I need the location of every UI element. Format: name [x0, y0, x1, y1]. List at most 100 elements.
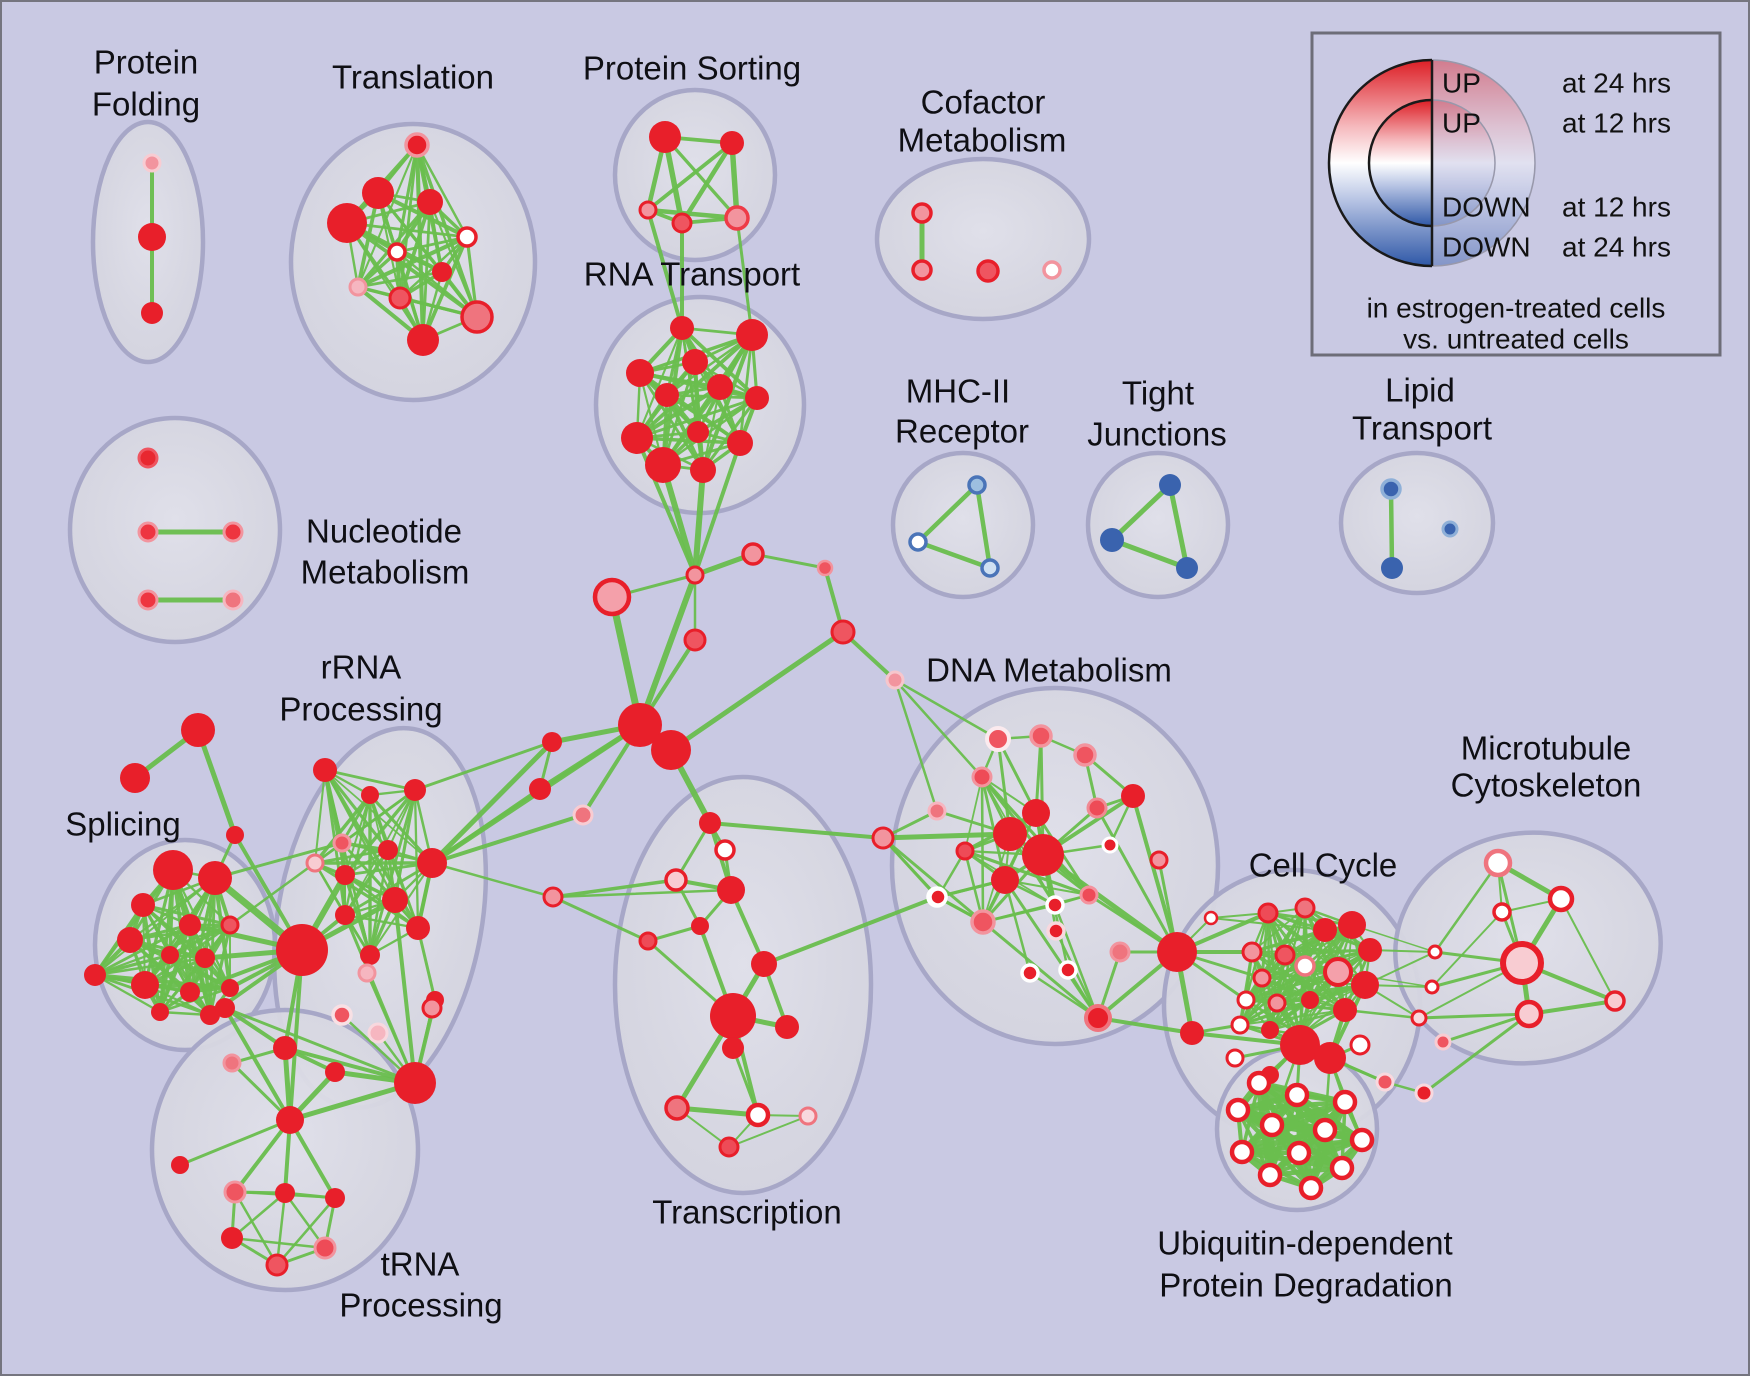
- node-nm-2[interactable]: [222, 521, 244, 543]
- node-tx-6[interactable]: [691, 917, 709, 935]
- node-tx-8[interactable]: [710, 993, 756, 1039]
- node-rr-8[interactable]: [382, 887, 408, 913]
- node-dm-5[interactable]: [1086, 797, 1108, 819]
- node-tt-5[interactable]: [171, 1156, 189, 1174]
- node-ps-2[interactable]: [638, 200, 658, 220]
- node-ub-9[interactable]: [1329, 1155, 1355, 1181]
- node-dm-24[interactable]: [1180, 1021, 1204, 1045]
- node-rr-7[interactable]: [417, 848, 447, 878]
- node-tx-9[interactable]: [722, 1037, 744, 1059]
- node-mb-4[interactable]: [1375, 1072, 1395, 1092]
- node-cc-9[interactable]: [1351, 971, 1379, 999]
- node-ub-5[interactable]: [1312, 1117, 1338, 1143]
- node-dm-4[interactable]: [927, 801, 947, 821]
- node-ub-8[interactable]: [1286, 1140, 1312, 1166]
- node-ps-3[interactable]: [671, 212, 693, 234]
- node-rt-6[interactable]: [745, 386, 769, 410]
- node-tx-3[interactable]: [542, 886, 564, 908]
- node-sp-15[interactable]: [151, 1003, 169, 1021]
- node-tx-11[interactable]: [664, 1095, 690, 1121]
- node-lp-2[interactable]: [1441, 520, 1459, 538]
- node-ps-0[interactable]: [649, 121, 681, 153]
- node-tr-2[interactable]: [417, 189, 443, 215]
- node-tj-1[interactable]: [1100, 528, 1124, 552]
- node-tt-0[interactable]: [215, 998, 235, 1018]
- node-dm-10[interactable]: [955, 841, 975, 861]
- node-mt-4[interactable]: [1514, 999, 1544, 1029]
- node-tt-3[interactable]: [325, 1062, 345, 1082]
- node-tr-8[interactable]: [388, 286, 412, 310]
- node-rr-12[interactable]: [357, 963, 377, 983]
- node-fr-6[interactable]: [572, 804, 594, 826]
- node-pf-2[interactable]: [141, 302, 163, 324]
- node-cf-1[interactable]: [911, 259, 933, 281]
- node-fr-4[interactable]: [542, 732, 562, 752]
- node-cc-0[interactable]: [1257, 902, 1279, 924]
- node-ub-7[interactable]: [1229, 1139, 1255, 1165]
- node-dm-25[interactable]: [885, 670, 905, 690]
- node-tt-9[interactable]: [221, 1227, 243, 1249]
- node-tr-9[interactable]: [460, 300, 494, 334]
- node-ub-3[interactable]: [1225, 1097, 1251, 1123]
- node-nm-1[interactable]: [137, 521, 159, 543]
- node-pf-0[interactable]: [142, 153, 162, 173]
- node-fr-8[interactable]: [651, 730, 691, 770]
- node-rt-8[interactable]: [687, 421, 709, 443]
- node-tr-4[interactable]: [456, 226, 478, 248]
- node-cc-13[interactable]: [1301, 991, 1319, 1009]
- node-rt-7[interactable]: [621, 422, 653, 454]
- node-tx-4[interactable]: [717, 876, 745, 904]
- node-rt-4[interactable]: [707, 374, 733, 400]
- node-rr-6[interactable]: [378, 840, 398, 860]
- node-tt-6[interactable]: [223, 1180, 247, 1204]
- node-rr-11[interactable]: [360, 945, 380, 965]
- node-sp-4[interactable]: [198, 861, 232, 895]
- node-dm-15[interactable]: [970, 909, 996, 935]
- node-cc-1[interactable]: [1294, 897, 1316, 919]
- node-tx-10[interactable]: [775, 1015, 799, 1039]
- node-sp-0[interactable]: [181, 713, 215, 747]
- node-tj-0[interactable]: [1159, 474, 1181, 496]
- node-dm-6[interactable]: [1121, 784, 1145, 808]
- node-sp-5[interactable]: [131, 893, 155, 917]
- node-mh-1[interactable]: [908, 532, 928, 552]
- node-dm-0[interactable]: [985, 726, 1011, 752]
- node-tr-0[interactable]: [404, 132, 430, 158]
- node-mt-5[interactable]: [1604, 990, 1626, 1012]
- node-rt-0[interactable]: [670, 316, 694, 340]
- node-fr-3[interactable]: [683, 628, 707, 652]
- node-cf-0[interactable]: [911, 202, 933, 224]
- node-mt-2[interactable]: [1492, 902, 1512, 922]
- node-sp-14[interactable]: [221, 979, 239, 997]
- node-rr-4[interactable]: [305, 853, 325, 873]
- node-cc-21[interactable]: [1225, 1048, 1245, 1068]
- node-sp-11[interactable]: [84, 964, 106, 986]
- node-cc-4[interactable]: [1358, 938, 1382, 962]
- node-ub-11[interactable]: [1298, 1175, 1324, 1201]
- node-lp-1[interactable]: [1381, 557, 1403, 579]
- node-cc-6[interactable]: [1274, 944, 1296, 966]
- node-tx-1[interactable]: [714, 839, 736, 861]
- node-mb-2[interactable]: [1410, 1009, 1428, 1027]
- node-dm-22[interactable]: [1084, 1004, 1112, 1032]
- node-mt-1[interactable]: [1547, 885, 1575, 913]
- node-tx-12[interactable]: [745, 1102, 771, 1128]
- node-tx-2[interactable]: [664, 868, 688, 892]
- node-sp-10[interactable]: [195, 948, 215, 968]
- node-tr-6[interactable]: [432, 262, 452, 282]
- node-dm-1[interactable]: [1029, 724, 1053, 748]
- node-ub-1[interactable]: [1284, 1082, 1310, 1108]
- node-dm-23[interactable]: [1157, 932, 1197, 972]
- node-rr-16[interactable]: [367, 1022, 389, 1044]
- node-dm-12[interactable]: [991, 866, 1019, 894]
- node-sp-3[interactable]: [153, 850, 193, 890]
- node-dm-17[interactable]: [1045, 895, 1065, 915]
- node-ub-6[interactable]: [1349, 1127, 1375, 1153]
- node-tt-7[interactable]: [275, 1183, 295, 1203]
- node-rt-10[interactable]: [645, 447, 681, 483]
- node-cc-10[interactable]: [1252, 968, 1272, 988]
- node-nm-3[interactable]: [137, 589, 159, 611]
- node-tx-5[interactable]: [638, 931, 658, 951]
- node-fr-1[interactable]: [741, 542, 765, 566]
- node-rr-3[interactable]: [332, 833, 352, 853]
